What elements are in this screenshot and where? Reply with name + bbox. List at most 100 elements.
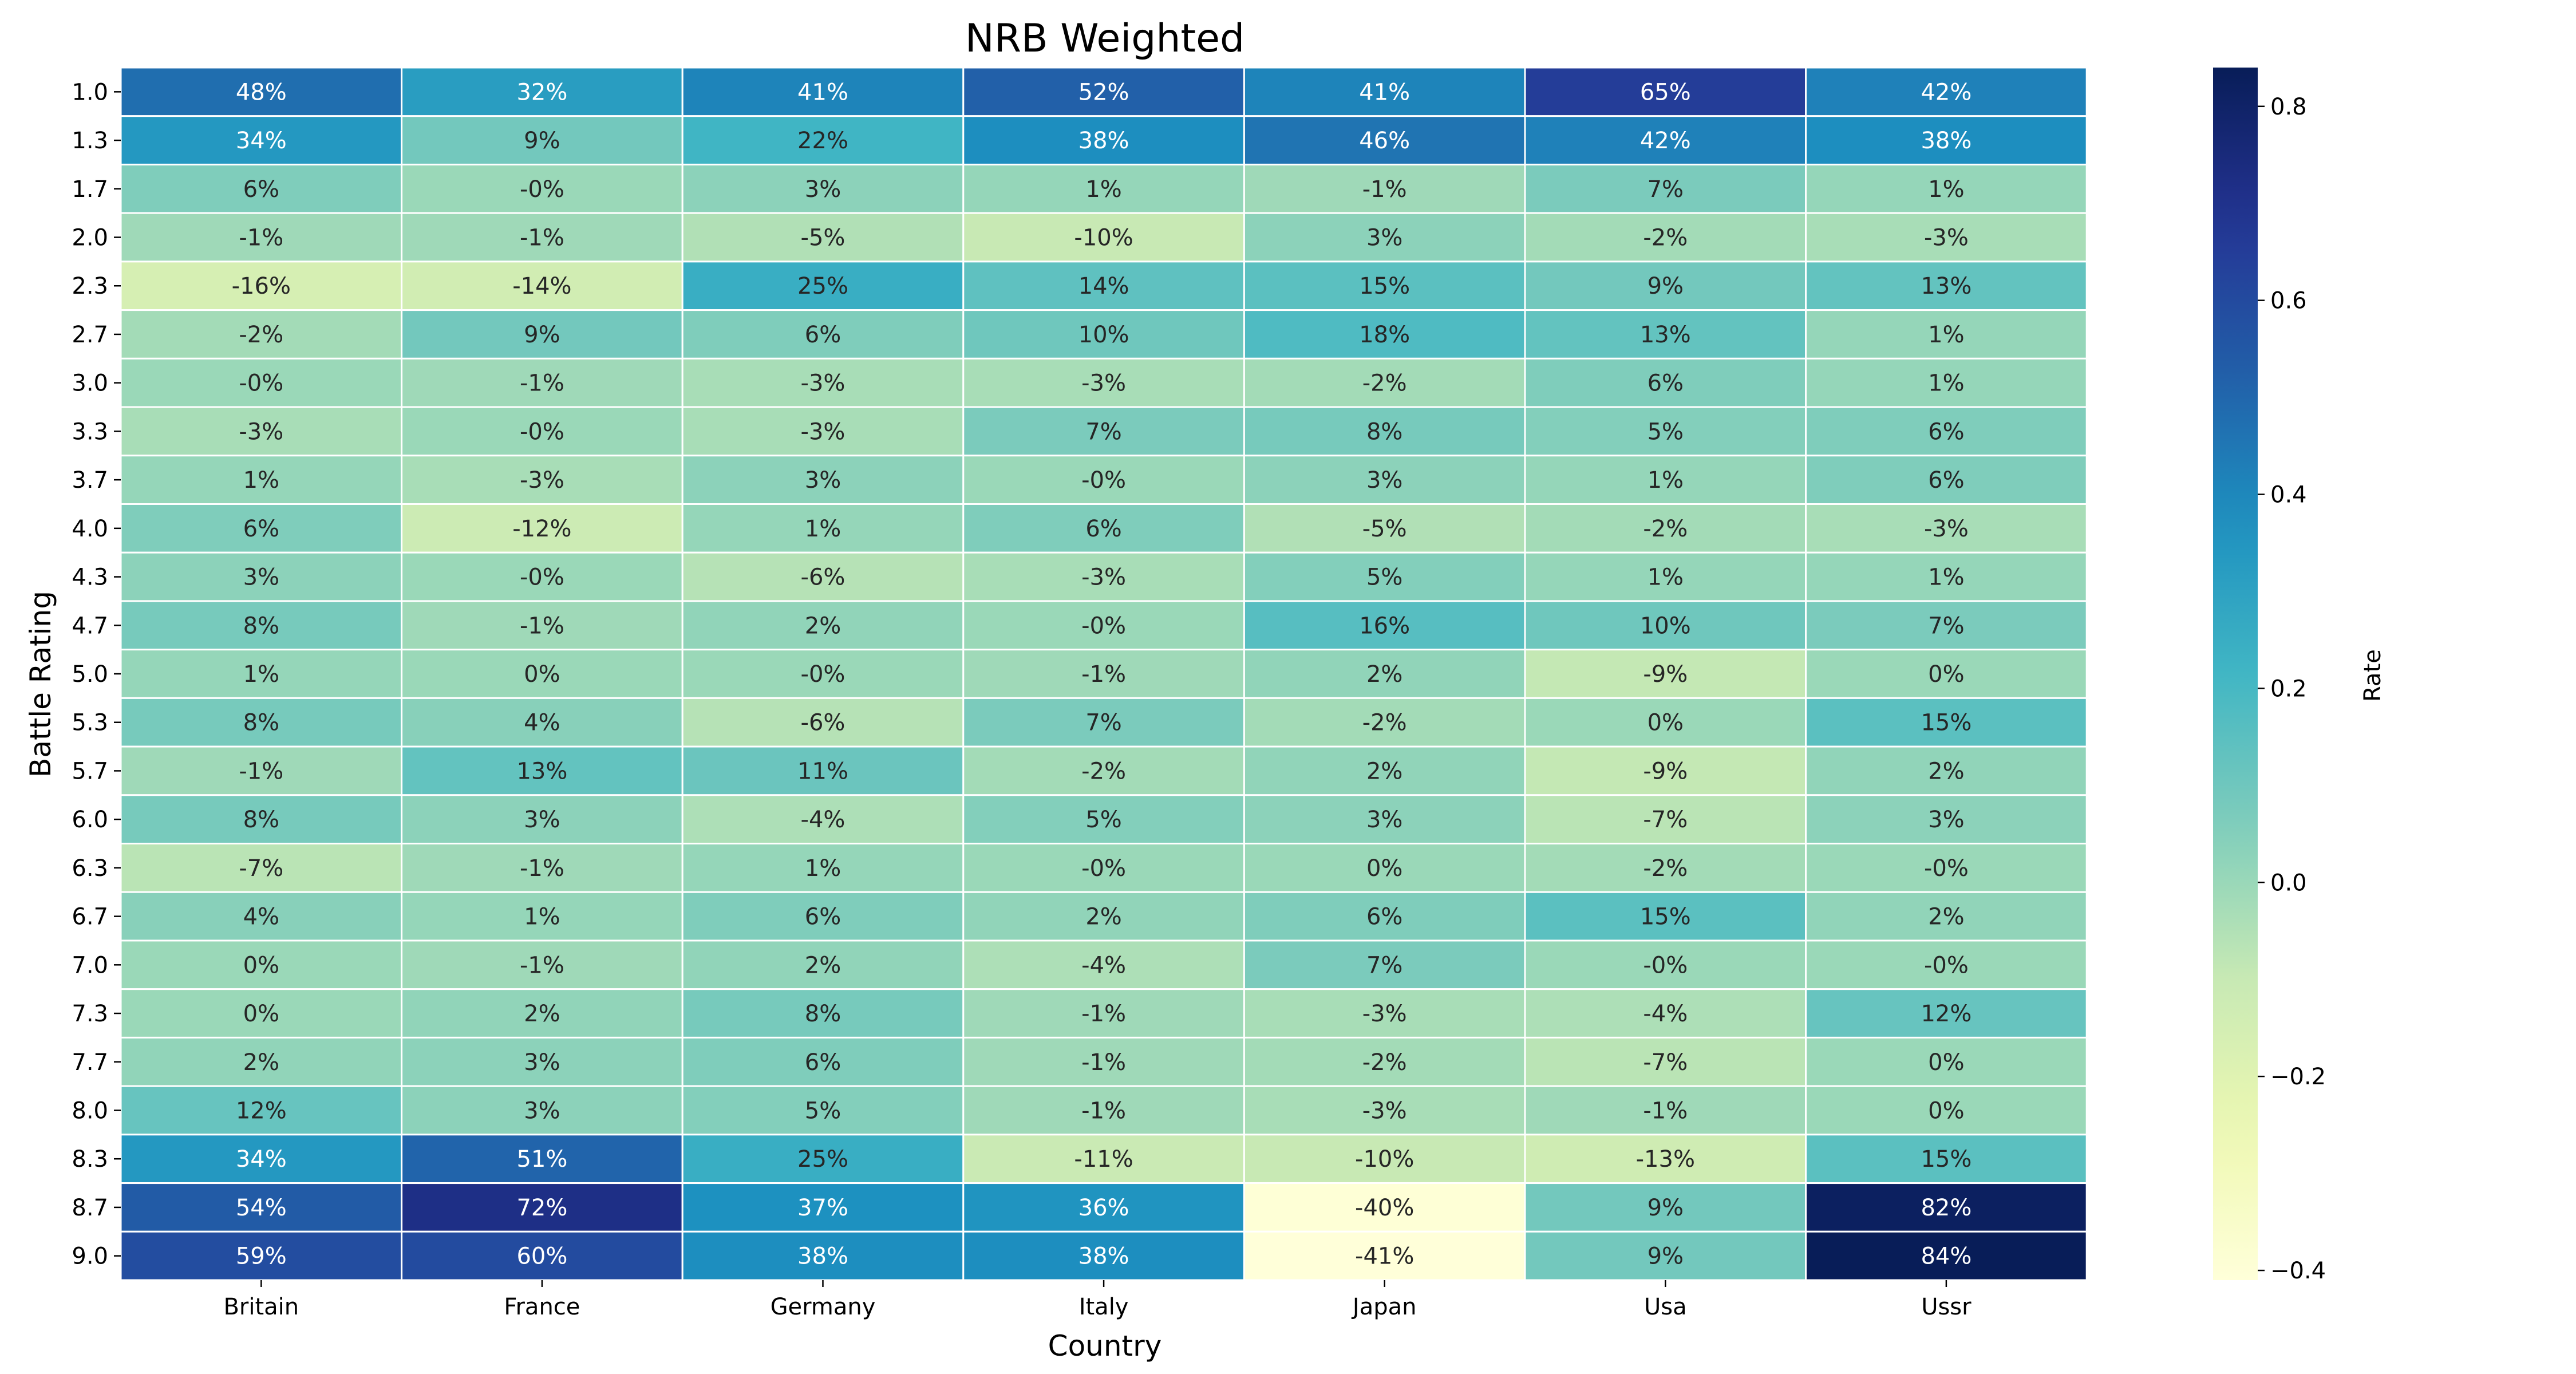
cell-value-label: -1% [239, 758, 283, 784]
cell-value-label: -3% [1081, 370, 1126, 397]
heatmap-cell [1243, 455, 1526, 505]
cell-value-label: -10% [1074, 225, 1133, 251]
x-tick-label: Ussr [1921, 1294, 1971, 1320]
cell-value-label: 0% [1647, 710, 1684, 736]
heatmap-cell [1524, 939, 1807, 990]
y-tick-label: 6.7 [72, 904, 108, 930]
cell-value-label: 1% [1928, 370, 1964, 397]
colorbar: 0.8 0.6 0.4 0.2 0.0 −0.2 −0.4 Rate [2213, 68, 2386, 1284]
heatmap-cell [1805, 309, 2088, 360]
y-tick-label: 7.3 [72, 1001, 108, 1027]
x-tick-labels: Britain France Germany Italy Japan Usa Ussr [223, 1280, 1971, 1320]
cell-value-label: -6% [801, 710, 846, 736]
cell-value-label: -3% [1924, 516, 1969, 542]
cell-value-label: 2% [1366, 661, 1402, 688]
cell-value-label: 3% [805, 176, 841, 203]
y-tick-label: 7.0 [72, 952, 108, 978]
cell-value-label: 12% [236, 1097, 287, 1124]
heatmap-cell [120, 357, 403, 408]
cell-value-label: 42% [1640, 128, 1691, 154]
x-tick-label: Italy [1079, 1294, 1129, 1320]
x-tick-label: Britain [223, 1294, 299, 1320]
cell-value-label: 3% [1366, 467, 1402, 493]
cell-value-label: 8% [243, 710, 279, 736]
heatmap-cell [401, 212, 683, 263]
cell-value-label: -7% [239, 855, 283, 882]
cell-value-label: 6% [805, 904, 841, 930]
cell-value-label: 13% [1921, 273, 1971, 299]
heatmap-cell [1524, 357, 1807, 408]
cell-value-label: 18% [1359, 322, 1410, 348]
heatmap-cell [1243, 1085, 1526, 1136]
heatmap-cell [962, 503, 1245, 554]
heatmap-cell [401, 600, 683, 651]
heatmap-cell [681, 1036, 965, 1087]
y-tick-label: 4.7 [72, 613, 108, 639]
heatmap-cell [681, 649, 965, 699]
heatmap-cell [1524, 1036, 1807, 1087]
cell-value-label: 3% [1928, 807, 1964, 833]
heatmap-cell [401, 66, 683, 117]
heatmap-cell [962, 600, 1245, 651]
cell-value-label: 38% [797, 1243, 848, 1270]
heatmap-cell [120, 843, 403, 893]
heatmap-cell [962, 891, 1245, 942]
heatmap-cell [120, 1134, 403, 1185]
cell-value-label: -7% [1643, 807, 1688, 833]
cell-value-label: 1% [243, 467, 279, 493]
heatmap-cell [120, 939, 403, 990]
y-tick-label: 2.0 [72, 225, 108, 251]
cell-value-label: 4% [243, 904, 279, 930]
heatmap-cell [120, 649, 403, 699]
cell-value-label: 82% [1921, 1195, 1971, 1221]
heatmap-cell [120, 406, 403, 457]
cell-value-label: -1% [520, 952, 564, 978]
heatmap-cell [1243, 357, 1526, 408]
cell-value-label: -2% [239, 322, 283, 348]
cell-value-label: 8% [243, 807, 279, 833]
heatmap-cell [1243, 309, 1526, 360]
cell-value-label: 1% [805, 855, 841, 882]
colorbar-ticks: 0.8 0.6 0.4 0.2 0.0 −0.2 −0.4 [2258, 94, 2326, 1284]
y-tick-label: 2.7 [72, 322, 108, 348]
heatmap-cell [401, 406, 683, 457]
colorbar-tick-label: −0.2 [2270, 1064, 2326, 1090]
cell-value-label: 36% [1078, 1195, 1129, 1221]
heatmap-cell [681, 1085, 965, 1136]
cell-value-label: 7% [1928, 613, 1964, 639]
cell-value-label: 10% [1078, 322, 1129, 348]
cell-value-label: -3% [1362, 1097, 1407, 1124]
cell-value-label: 0% [243, 1001, 279, 1027]
cell-value-label: -4% [801, 807, 846, 833]
y-tick-label: 1.0 [72, 79, 108, 105]
cell-value-label: 3% [805, 467, 841, 493]
cell-value-label: -7% [1643, 1049, 1688, 1076]
cell-value-label: -0% [1643, 952, 1688, 978]
cell-value-label: 6% [1928, 467, 1964, 493]
cell-value-label: -5% [1362, 516, 1407, 542]
heatmap-cell [1805, 551, 2088, 602]
cell-value-label: -1% [1081, 1097, 1126, 1124]
cell-value-label: 72% [516, 1195, 567, 1221]
cell-value-label: 14% [1078, 273, 1129, 299]
heatmap-cell [1805, 1230, 2088, 1281]
cell-value-label: 5% [1647, 418, 1684, 445]
cell-value-label: 15% [1921, 710, 1971, 736]
heatmap-cell [1243, 649, 1526, 699]
cell-value-label: 7% [1366, 952, 1402, 978]
cell-value-label: 0% [524, 661, 560, 688]
cell-value-label: 1% [805, 516, 841, 542]
cell-value-label: 51% [516, 1146, 567, 1172]
cell-value-label: 13% [1640, 322, 1691, 348]
cell-value-label: 1% [1085, 176, 1121, 203]
cell-value-label: 9% [1647, 1243, 1684, 1270]
heatmap-cell [120, 260, 403, 311]
heatmap-cell [681, 66, 965, 117]
cell-value-label: 3% [1366, 225, 1402, 251]
heatmap-cell [120, 503, 403, 554]
heatmap-cell [1524, 697, 1807, 748]
cell-value-label: -1% [1362, 176, 1407, 203]
heatmap-cell [401, 988, 683, 1039]
cell-value-label: -3% [801, 418, 846, 445]
heatmap-cell [401, 891, 683, 942]
